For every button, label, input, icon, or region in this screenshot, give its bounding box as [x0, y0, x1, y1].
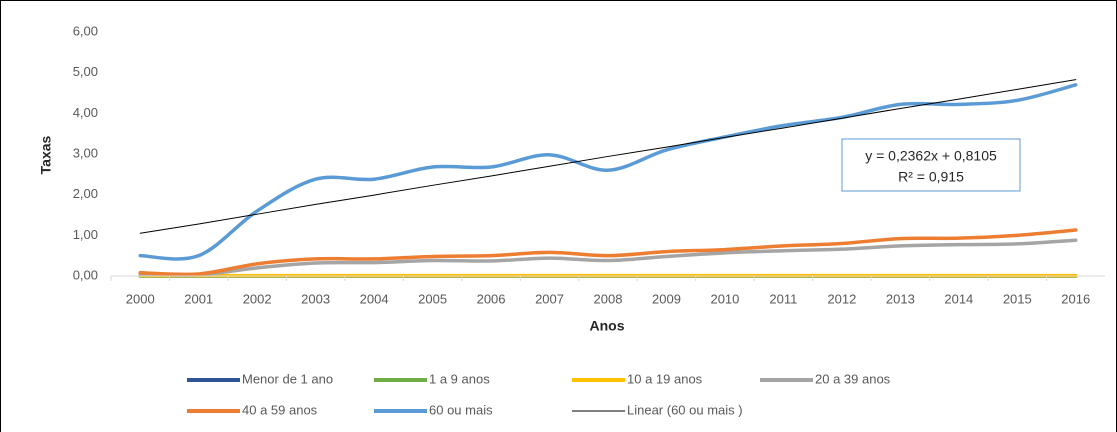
x-tick-label: 2007 — [535, 291, 564, 306]
x-tick-label: 2001 — [184, 291, 213, 306]
legend-label: 10 a 19 anos — [627, 371, 703, 386]
trend-line — [139, 79, 1077, 234]
x-tick-label: 2004 — [360, 291, 389, 306]
y-tick-label: 3,00 — [73, 145, 98, 160]
y-tick-label: 0,00 — [73, 267, 98, 282]
x-tick-label: 2010 — [710, 291, 739, 306]
y-tick-label: 2,00 — [73, 186, 98, 201]
x-tick-label: 2012 — [827, 291, 856, 306]
x-tick-label: 2002 — [243, 291, 272, 306]
series-line — [138, 228, 1078, 277]
r-squared: R² = 0,915 — [898, 169, 964, 185]
legend-label: Linear (60 ou mais ) — [627, 402, 743, 417]
x-tick-label: 2011 — [769, 291, 797, 306]
x-tick-label: 2005 — [418, 291, 447, 306]
y-tick-label: 1,00 — [73, 227, 98, 242]
x-tick-label: 2014 — [944, 291, 973, 306]
equation-box — [841, 138, 1021, 192]
x-tick-label: 2009 — [652, 291, 681, 306]
legend-label: 20 a 39 anos — [815, 371, 891, 386]
trend-equation: y = 0,2362x + 0,8105 — [865, 148, 997, 164]
x-tick-label: 2006 — [477, 291, 506, 306]
y-tick-label: 5,00 — [73, 64, 98, 79]
x-tick-label: 2003 — [301, 291, 330, 306]
x-tick-label: 2015 — [1003, 291, 1032, 306]
x-axis-title: Anos — [590, 318, 625, 334]
x-tick-label: 2016 — [1061, 291, 1090, 306]
y-tick-label: 6,00 — [73, 23, 98, 38]
series-line — [138, 238, 1078, 277]
x-tick-label: 2000 — [126, 291, 155, 306]
y-tick-label: 4,00 — [73, 105, 98, 120]
x-tick-label: 2013 — [886, 291, 915, 306]
x-tick-label: 2008 — [594, 291, 623, 306]
series-line — [138, 83, 1078, 261]
legend-label: Menor de 1 ano — [242, 371, 333, 386]
y-axis-title: Taxas — [38, 135, 54, 174]
legend-label: 40 a 59 anos — [242, 402, 318, 417]
legend-label: 60 ou mais — [429, 402, 493, 417]
legend-label: 1 a 9 anos — [429, 371, 490, 386]
